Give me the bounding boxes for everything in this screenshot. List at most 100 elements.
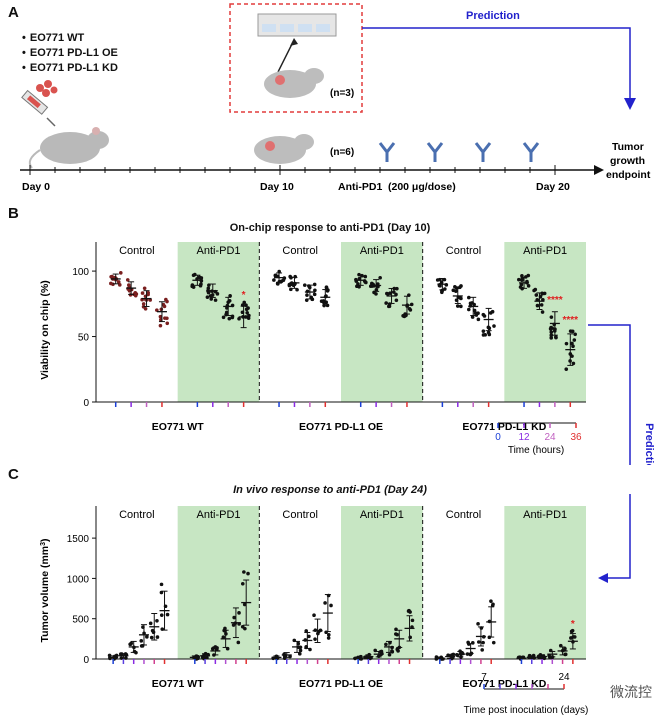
data-point: [326, 288, 330, 292]
data-cluster-1-0: [189, 654, 200, 661]
data-cluster-3-3: [401, 293, 414, 319]
data-point: [385, 292, 390, 296]
data-cluster-5-0: [517, 273, 531, 291]
chart-c: Control Anti-PD1 Control Anti-PD1 Control Ant…: [39, 494, 631, 716]
data-point: [133, 291, 138, 295]
data-point: [243, 626, 247, 631]
mouse-day0-icon: [28, 127, 109, 169]
data-point: [207, 283, 211, 287]
data-point: [191, 273, 196, 278]
data-cluster-2-4: [312, 613, 323, 643]
data-cluster-3-2: [373, 648, 384, 659]
data-cluster-0-0: [109, 271, 123, 287]
data-point: [451, 288, 456, 293]
data-point: [533, 287, 538, 292]
data-point: [162, 304, 167, 309]
data-cluster-2-0: [272, 269, 287, 286]
data-point: [313, 637, 317, 641]
data-point: [363, 274, 368, 279]
data-cluster-3-0: [354, 272, 368, 289]
data-cluster-1-3: [237, 300, 251, 329]
data-cluster-5-1: [526, 653, 537, 660]
data-point: [110, 274, 114, 279]
data-point: [435, 278, 440, 282]
data-point: [470, 315, 475, 319]
data-cluster-0-0: [107, 653, 119, 661]
data-point: [571, 344, 575, 349]
data-point: [549, 333, 554, 338]
data-point: [378, 275, 382, 280]
data-point: [159, 613, 164, 617]
data-cluster-0-3: [155, 297, 170, 328]
data-point: [118, 271, 123, 275]
data-point: [564, 341, 569, 346]
data-point: [394, 298, 399, 303]
data-cluster-5-5: [567, 628, 578, 650]
data-point: [440, 290, 444, 295]
data-point: [297, 652, 302, 656]
data-point: [128, 642, 132, 647]
data-point: [548, 327, 553, 331]
data-cluster-4-3: [465, 640, 476, 657]
data-point: [114, 653, 119, 658]
data-point: [145, 635, 149, 639]
prediction-label-top: Prediction: [466, 10, 520, 22]
data-point: [159, 307, 164, 312]
significance-star-0: *: [571, 619, 575, 630]
data-point: [476, 622, 480, 626]
data-point: [223, 629, 227, 633]
data-point: [158, 323, 163, 328]
data-point: [329, 603, 333, 608]
time-legend-c-start: 7: [481, 672, 487, 683]
data-cluster-3-5: [404, 608, 415, 642]
data-cluster-2-5: [322, 593, 333, 640]
data-point: [492, 324, 496, 328]
data-cluster-2-0: [271, 654, 282, 661]
data-cluster-2-1: [281, 652, 292, 661]
data-point: [384, 642, 388, 647]
y-tick-label-0: 0: [83, 398, 89, 409]
data-cluster-0-3: [138, 624, 149, 648]
chart-b-title: On-chip response to anti-PD1 (Day 10): [229, 222, 431, 234]
data-point: [466, 307, 471, 312]
data-point: [481, 329, 486, 333]
y-tick-label-2: 100: [72, 267, 89, 278]
data-point: [206, 286, 211, 291]
data-cluster-5-2: [548, 311, 560, 340]
syringe-icon: [21, 80, 58, 127]
condition-label-2: Control: [282, 245, 317, 257]
data-point: [117, 283, 122, 287]
data-point: [356, 282, 360, 286]
data-cluster-5-4: [557, 643, 568, 657]
data-point: [572, 338, 577, 342]
data-point: [387, 302, 392, 306]
data-point: [307, 634, 311, 639]
data-point: [305, 293, 309, 297]
time-legend-c-title: Time post inoculation (days): [464, 705, 589, 716]
data-point: [408, 635, 412, 640]
data-cluster-4-0: [435, 277, 449, 295]
data-point: [526, 273, 531, 278]
data-point: [395, 632, 399, 637]
group-label-0: EO771 WT: [152, 421, 205, 433]
panel-letter-c: C: [8, 466, 19, 483]
data-cluster-1-5: [240, 570, 252, 631]
data-point: [148, 621, 153, 626]
condition-label-5: Anti-PD1: [523, 245, 567, 257]
n3-label: (n=3): [330, 88, 354, 99]
data-point: [298, 648, 303, 653]
data-point: [288, 274, 292, 279]
data-point: [326, 636, 331, 640]
data-point: [109, 281, 113, 286]
data-point: [482, 314, 487, 318]
data-point: [227, 316, 232, 321]
data-point: [151, 630, 156, 634]
data-point: [125, 278, 130, 282]
legend-item-oe: EO771 PD-L1 OE: [22, 47, 118, 59]
data-point: [244, 307, 249, 312]
data-point: [116, 280, 121, 284]
data-point: [149, 635, 154, 640]
on-chip-box: [229, 3, 363, 113]
day10-label: Day 10: [260, 181, 294, 193]
data-point: [570, 329, 575, 334]
